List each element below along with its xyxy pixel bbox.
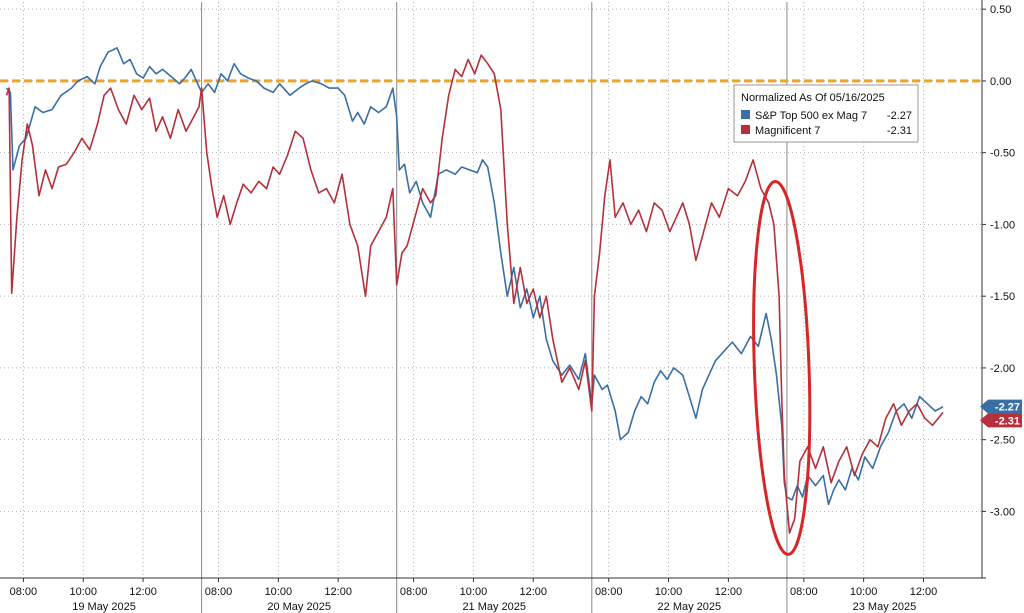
x-tick-label: 12:00 <box>129 586 157 598</box>
annotation-layer <box>752 179 812 556</box>
y-tick-label: -1.00 <box>990 219 1015 231</box>
x-tick-label: 08:00 <box>205 586 233 598</box>
legend-swatch-sp500-ex-mag7 <box>741 110 750 119</box>
series-layer <box>5 47 944 534</box>
x-tick-label: 12:00 <box>520 586 548 598</box>
legend-label-magnificent-7: Magnificent 7 <box>755 125 820 137</box>
y-tick-label: -2.50 <box>990 435 1015 447</box>
x-tick-label: 10:00 <box>265 586 293 598</box>
legend-value-sp500-ex-mag7: -2.27 <box>887 110 912 122</box>
y-axis-ticks: 0.50 0.00 -0.50 -1.00 -1.50 -2.00 -2.50 -3.00 <box>990 4 1015 518</box>
legend-box <box>733 84 919 143</box>
x-axis-ticks: 08:00 10:00 12:00 08:00 10:00 12:00 08:00 10:00… <box>10 586 938 613</box>
x-tick-label: 08:00 <box>10 586 38 598</box>
x-tick-label: 12:00 <box>715 586 743 598</box>
x-tick-label: 12:00 <box>910 586 938 598</box>
x-tick-label: 10:00 <box>850 586 878 598</box>
badge-background <box>980 413 1022 428</box>
series-line-magnificent-7 <box>5 54 944 534</box>
x-tick-label: 08:00 <box>400 586 428 598</box>
badge-value: -2.27 <box>995 402 1020 414</box>
series-line-sp500-ex-mag7 <box>5 47 944 506</box>
y-tick-label: 0.50 <box>990 4 1011 16</box>
x-tick-label: 08:00 <box>595 586 623 598</box>
legend: Normalized As Of 05/16/2025 S&P Top 500 … <box>733 84 919 143</box>
last-value-badges: -2.31-2.27 <box>980 399 1022 428</box>
y-tick-label: -1.50 <box>990 291 1015 303</box>
badge-sp500-ex-mag7: -2.27 <box>980 399 1022 414</box>
day-label: 21 May 2025 <box>462 601 526 613</box>
x-tick-label: 10:00 <box>460 586 488 598</box>
x-tick-label: 08:00 <box>790 586 818 598</box>
x-tick-label: 12:00 <box>324 586 352 598</box>
y-tick-label: -3.00 <box>990 506 1015 518</box>
legend-value-magnificent-7: -2.31 <box>887 125 912 137</box>
y-tick-label: -0.50 <box>990 148 1015 160</box>
day-label: 23 May 2025 <box>853 601 917 613</box>
badge-magnificent-7: -2.31 <box>980 413 1022 428</box>
x-tick-label: 10:00 <box>655 586 683 598</box>
y-tick-label: -2.00 <box>990 363 1015 375</box>
badge-value: -2.31 <box>995 415 1020 427</box>
legend-label-sp500-ex-mag7: S&P Top 500 ex Mag 7 <box>755 110 867 122</box>
axes <box>0 0 986 613</box>
day-label: 22 May 2025 <box>658 601 722 613</box>
legend-title: Normalized As Of 05/16/2025 <box>741 92 885 104</box>
annotation-ellipse <box>752 179 812 556</box>
x-tick-label: 10:00 <box>69 586 97 598</box>
day-label: 20 May 2025 <box>267 601 331 613</box>
legend-swatch-magnificent-7 <box>741 125 750 134</box>
day-label: 19 May 2025 <box>72 601 136 613</box>
badge-background <box>980 399 1022 414</box>
y-tick-label: 0.00 <box>990 76 1011 88</box>
